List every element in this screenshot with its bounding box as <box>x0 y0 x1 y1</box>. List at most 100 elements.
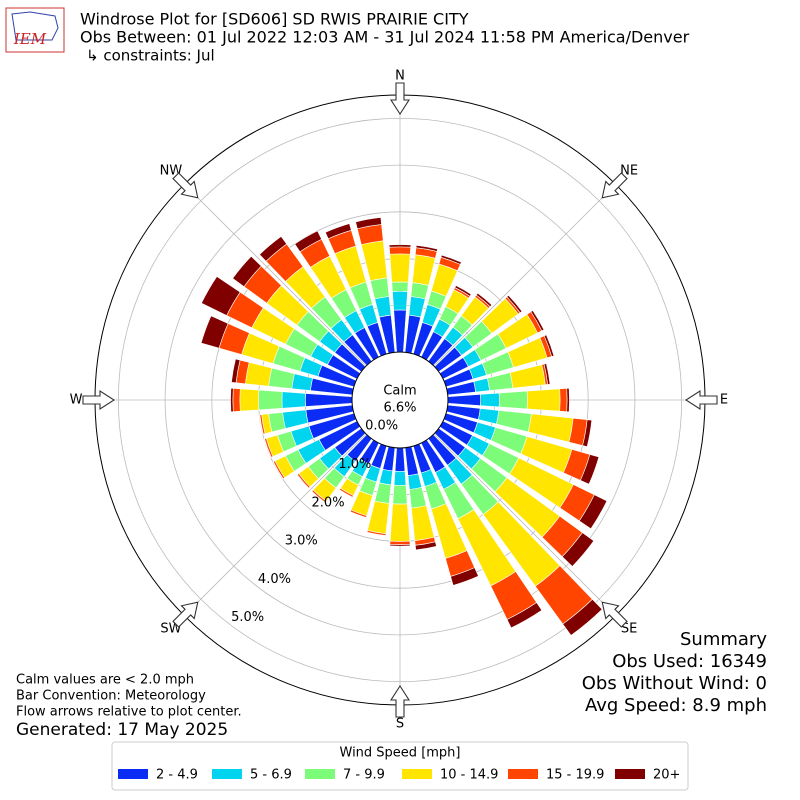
legend-swatch <box>212 769 242 779</box>
flow-arrow <box>684 389 718 411</box>
wind-bar-segment <box>393 470 407 486</box>
wind-bar-segment <box>582 419 593 448</box>
wind-bar-segment <box>409 487 427 509</box>
summary-line: Obs Without Wind: 0 <box>582 673 767 694</box>
legend-swatch <box>118 769 148 779</box>
title-line: Obs Between: 01 Jul 2022 12:03 AM - 31 J… <box>80 28 690 47</box>
flow-arrow <box>172 601 199 628</box>
wind-bar-segment <box>324 223 352 240</box>
wind-bar-segment <box>311 490 326 504</box>
wind-bar-segment <box>440 254 462 265</box>
wind-bar-segment <box>477 408 500 425</box>
wind-bar-segment <box>338 489 353 499</box>
legend-label: 7 - 9.9 <box>343 768 385 783</box>
wind-bar-segment <box>454 285 472 297</box>
wind-bar-segment <box>366 531 387 537</box>
wind-bar-segment <box>268 367 295 389</box>
legend-swatch <box>402 769 432 779</box>
wind-bar-segment <box>559 388 568 412</box>
wind-bar-segment <box>231 358 241 384</box>
wind-bar-segment <box>239 388 260 412</box>
wind-bar-segment <box>232 255 262 288</box>
wind-bar-segment <box>388 244 412 248</box>
wind-bar-segment <box>412 254 436 286</box>
wind-bar-segment <box>543 334 555 357</box>
wind-bar-segment <box>543 363 551 385</box>
wind-bar-segment <box>475 292 493 308</box>
ring-tick-label: 0.0% <box>365 419 398 434</box>
flow-arrow <box>601 172 628 199</box>
polar-plot: Calm6.6%0.0%1.0%2.0%3.0%4.0%5.0%NNEESESS… <box>70 69 729 732</box>
wind-bar-segment <box>415 245 438 252</box>
generated: Generated: 17 May 2025 <box>16 720 228 740</box>
ring-tick-label: 5.0% <box>231 610 264 625</box>
wind-bar-segment <box>374 296 392 318</box>
wind-bar-segment <box>281 391 306 409</box>
note: Bar Convention: Meteorology <box>16 689 206 704</box>
note: Flow arrows relative to plot center. <box>16 705 242 720</box>
wind-bar-segment <box>561 532 595 567</box>
summary-line: Summary <box>680 629 767 650</box>
wind-bar-segment <box>369 277 390 300</box>
wind-bar-segment <box>388 246 412 255</box>
compass-label: N <box>395 69 405 84</box>
legend-label: 10 - 14.9 <box>440 768 498 783</box>
flow-arrow <box>172 172 199 199</box>
wind-bar-segment <box>562 598 603 636</box>
wind-bar-segment <box>304 393 353 407</box>
logo-text: IEM <box>13 30 47 48</box>
note: Calm values are < 2.0 mph <box>16 673 194 688</box>
wind-bar-segment <box>447 394 482 406</box>
wind-bar-segment <box>578 494 608 530</box>
legend-label: 20+ <box>653 768 680 783</box>
wind-bar-segment <box>450 567 479 586</box>
legend-label: 15 - 19.9 <box>546 768 604 783</box>
ring-tick-label: 2.0% <box>312 495 345 510</box>
flow-arrow <box>601 601 628 628</box>
wind-bar-segment <box>392 484 408 505</box>
wind-bar-segment <box>282 409 309 429</box>
title-line: Windrose Plot for [SD606] SD RWIS PRAIRI… <box>80 10 469 29</box>
wind-bar-segment <box>389 503 411 542</box>
wind-bar-segment <box>509 364 546 389</box>
wind-bar-segment <box>411 505 435 542</box>
wind-bar-segment <box>527 413 574 443</box>
wind-bar-segment <box>232 388 241 412</box>
wind-bar-segment <box>408 296 426 318</box>
wind-bar-segment <box>506 294 523 314</box>
wind-bar-segment <box>294 230 323 253</box>
logo-frame <box>5 7 65 53</box>
grid-ring <box>211 211 589 589</box>
wind-bar-segment <box>389 540 411 546</box>
wind-bar-segment <box>480 392 500 408</box>
flow-arrow <box>389 684 411 718</box>
wind-bar-segment <box>378 468 393 486</box>
calm-value: 6.6% <box>383 401 416 416</box>
wind-bar-segment <box>580 454 600 485</box>
radial-grid-line <box>184 399 401 616</box>
legend-swatch <box>305 769 335 779</box>
wind-bar-segment <box>272 461 284 480</box>
wind-bar-segment <box>230 387 234 413</box>
ring-tick-label: 1.0% <box>338 457 371 472</box>
wind-bar-segment <box>394 447 406 472</box>
wind-bar-segment <box>291 373 313 391</box>
legend-box <box>111 741 689 791</box>
flow-arrow <box>389 82 411 116</box>
wind-bar-segment <box>200 315 229 349</box>
title-line: ↳ constraints: Jul <box>86 47 215 65</box>
radial-grid-line <box>399 399 616 616</box>
flow-arrow <box>82 389 116 411</box>
compass-label: E <box>720 393 728 408</box>
wind-bar-segment <box>259 235 288 262</box>
wind-bar-segment <box>530 310 545 332</box>
legend-label: 2 - 4.9 <box>156 768 198 783</box>
calm-label: Calm <box>383 384 416 399</box>
radial-grid-line <box>184 184 401 401</box>
compass-label: NE <box>620 163 638 178</box>
compass-label: W <box>70 393 83 408</box>
legend-title: Wind Speed [mph] <box>340 746 461 761</box>
grid-ring <box>117 117 683 683</box>
summary-line: Avg Speed: 8.9 mph <box>585 695 767 716</box>
